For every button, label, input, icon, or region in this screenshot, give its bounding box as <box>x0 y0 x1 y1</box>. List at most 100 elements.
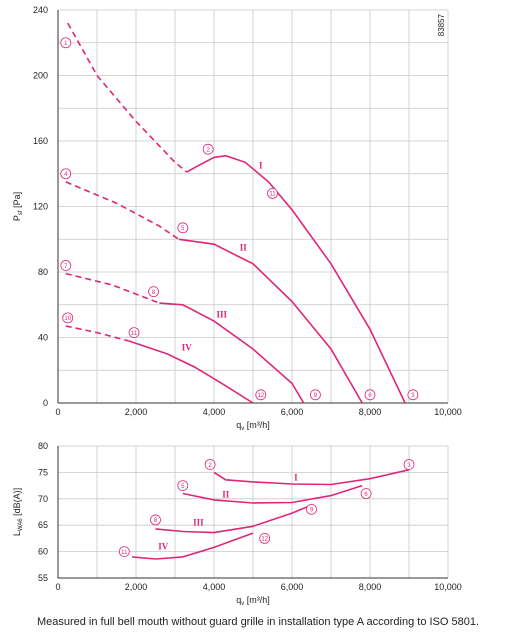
point-marker <box>259 533 271 544</box>
curve-label: IV <box>158 541 169 551</box>
x-axis-label-main: q <box>236 595 241 605</box>
curve <box>67 22 188 173</box>
x-tick-label: 10,000 <box>434 407 462 417</box>
y-axis-label-sub: sf <box>18 210 24 215</box>
point-marker <box>128 327 140 338</box>
point-marker-label: 5 <box>181 226 185 232</box>
point-marker-label: 8 <box>154 518 158 524</box>
x-tick-label: 8,000 <box>359 582 382 592</box>
point-marker <box>360 488 372 499</box>
y-tick-label: 65 <box>38 520 48 530</box>
point-marker-label: 2 <box>206 147 210 153</box>
curve <box>65 325 129 342</box>
point-marker <box>255 389 267 401</box>
curve-label: IV <box>182 342 193 352</box>
point-marker-label: 11 <box>121 550 128 556</box>
curve <box>65 272 160 304</box>
point-marker <box>309 389 321 401</box>
point-marker-label: 9 <box>310 508 314 514</box>
x-tick-label: 6,000 <box>281 407 304 417</box>
x-tick-label: 0 <box>55 582 60 592</box>
point-marker-label: 12 <box>257 393 264 399</box>
point-marker-label: 3 <box>411 393 415 399</box>
curve-label: I <box>294 473 298 483</box>
y-tick-label: 240 <box>33 5 48 15</box>
y-axis-label: LWA6 [dB(A)] <box>12 488 24 536</box>
point-marker-label: 7 <box>64 264 68 270</box>
y-tick-label: 80 <box>38 267 48 277</box>
y-tick-label: 55 <box>38 573 48 583</box>
point-marker <box>177 480 189 492</box>
x-axis-label: qv [m³/h] <box>236 420 270 432</box>
x-axis-label: qv [m³/h] <box>236 595 270 607</box>
point-marker-label: 8 <box>152 290 156 296</box>
point-marker-label: 1 <box>64 41 68 47</box>
x-tick-label: 8,000 <box>359 407 382 417</box>
curve-label: II <box>240 242 248 252</box>
curve <box>182 484 363 504</box>
point-marker <box>177 222 189 234</box>
x-tick-label: 6,000 <box>281 582 304 592</box>
point-marker <box>118 546 130 557</box>
x-axis-label-sub: v <box>241 601 244 607</box>
y-tick-label: 75 <box>38 467 48 477</box>
point-marker-label: 11 <box>269 192 276 198</box>
x-tick-label: 0 <box>55 407 60 417</box>
curve <box>155 505 308 534</box>
y-tick-label: 200 <box>33 71 48 81</box>
y-axis-label-unit: [dB(A)] <box>12 488 22 519</box>
point-marker <box>60 260 72 271</box>
y-tick-label: 60 <box>38 547 48 557</box>
curve <box>213 469 410 486</box>
curve <box>186 154 406 404</box>
y-axis-label-main: L <box>12 531 22 536</box>
curve <box>65 181 180 240</box>
y-tick-label: 0 <box>43 398 48 408</box>
point-marker-label: 6 <box>364 492 368 498</box>
point-marker <box>60 168 72 180</box>
x-axis-label-unit: [m³/h] <box>244 595 270 605</box>
y-axis-label-main: P <box>12 215 22 221</box>
point-marker <box>267 187 278 199</box>
point-marker-label: 5 <box>181 484 185 490</box>
point-marker-label: 10 <box>64 316 71 322</box>
point-marker <box>62 312 74 324</box>
curve <box>132 532 254 560</box>
curve <box>178 238 363 404</box>
x-tick-label: 2,000 <box>125 407 148 417</box>
y-axis-label: Psf [Pa] <box>12 192 24 221</box>
caption: Measured in full bell mouth without guar… <box>37 616 479 628</box>
curve-label: II <box>222 490 230 500</box>
point-marker <box>150 514 161 526</box>
point-marker <box>202 143 214 155</box>
point-marker-label: 12 <box>261 537 268 543</box>
point-marker <box>403 459 415 470</box>
y-axis-label-sub: WA6 <box>18 518 24 531</box>
point-marker <box>204 459 216 470</box>
figure-id: 83857 <box>437 13 446 36</box>
curve <box>159 302 305 404</box>
curve-label: I <box>259 161 263 171</box>
point-marker-label: 6 <box>368 393 372 399</box>
point-marker-label: 11 <box>131 331 138 337</box>
point-marker-label: 4 <box>64 172 68 178</box>
point-marker <box>407 389 419 401</box>
curve-label: III <box>217 310 228 320</box>
curve <box>127 340 254 404</box>
x-tick-label: 2,000 <box>125 582 148 592</box>
point-marker-label: 9 <box>314 393 318 399</box>
x-tick-label: 4,000 <box>203 407 226 417</box>
point-marker <box>148 286 159 298</box>
point-marker-label: 2 <box>208 463 212 469</box>
x-tick-label: 10,000 <box>434 582 462 592</box>
x-axis-label-unit: [m³/h] <box>244 420 270 430</box>
point-marker <box>60 37 72 49</box>
y-axis-label-unit: [Pa] <box>12 192 22 211</box>
y-tick-label: 70 <box>38 494 48 504</box>
point-marker-label: 3 <box>407 463 411 469</box>
y-tick-label: 120 <box>33 202 48 212</box>
y-tick-label: 40 <box>38 333 48 343</box>
point-marker <box>364 389 376 401</box>
x-tick-label: 4,000 <box>203 582 226 592</box>
